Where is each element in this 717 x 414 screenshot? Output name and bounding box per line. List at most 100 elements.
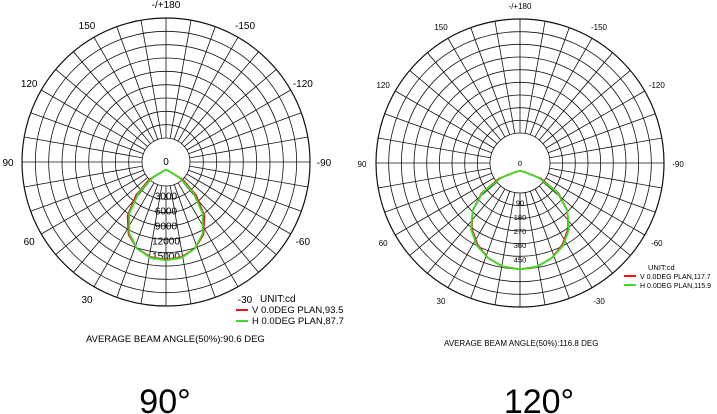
polar-chart-120: 0 90 180 270 360 450 -/+180 -150 150 -120 120 -90 90… bbox=[358, 2, 712, 414]
grid-spoke bbox=[55, 69, 148, 147]
grid-spoke bbox=[173, 26, 216, 140]
grid-spoke bbox=[188, 169, 302, 212]
grid-spoke bbox=[30, 169, 144, 212]
grid-spoke bbox=[188, 112, 302, 155]
grid-spoke bbox=[529, 191, 570, 299]
beam-angle-footer: AVERAGE BEAM ANGLE(50%):90.6 DEG bbox=[86, 334, 265, 345]
grid-spoke bbox=[524, 21, 546, 134]
angle-label: -30 bbox=[238, 295, 253, 306]
angle-label: 30 bbox=[437, 297, 446, 306]
grid-spoke bbox=[181, 51, 259, 144]
angle-label: 60 bbox=[379, 239, 388, 248]
grid-spoke bbox=[140, 20, 163, 139]
grid-spoke bbox=[186, 89, 291, 151]
radial-tick-label: 180 bbox=[514, 213, 527, 222]
legend-entry: H 0.0DEG PLAN,87.7 bbox=[252, 316, 344, 327]
radial-tick-label: 0 bbox=[518, 159, 522, 168]
grid-spoke bbox=[189, 136, 308, 159]
radial-tick-label: 6000 bbox=[155, 207, 178, 218]
grid-spoke bbox=[549, 167, 662, 189]
grid-spoke bbox=[545, 90, 645, 149]
grid-spoke bbox=[177, 182, 239, 287]
angle-label: -/+180 bbox=[152, 0, 181, 11]
radial-tick-label: 450 bbox=[514, 255, 527, 264]
grid-spoke bbox=[177, 37, 239, 142]
angle-label: 150 bbox=[434, 23, 448, 32]
radial-tick-label: 360 bbox=[514, 241, 527, 250]
unit-label: UNIT:cd bbox=[260, 294, 296, 305]
legend-entry: V 0.0DEG PLAN,93.5 bbox=[252, 305, 343, 316]
grid-spoke bbox=[538, 185, 613, 274]
series-curve-h-plane bbox=[470, 170, 570, 271]
radial-tick-label: 12000 bbox=[152, 237, 180, 248]
grid-spoke bbox=[378, 167, 491, 189]
angle-label: -30 bbox=[593, 297, 605, 306]
grid-spoke bbox=[549, 137, 662, 159]
grid-spoke bbox=[395, 177, 495, 236]
radial-tick-label: 90 bbox=[516, 199, 524, 208]
grid-spoke bbox=[447, 38, 506, 138]
angle-label: -120 bbox=[649, 81, 666, 90]
radial-tick-label: 270 bbox=[514, 227, 527, 236]
grid-spoke bbox=[384, 172, 492, 213]
angle-label: -/+180 bbox=[509, 2, 532, 11]
grid-spoke bbox=[529, 27, 570, 135]
radial-tick-label: 9000 bbox=[155, 222, 178, 233]
series-curve-h-plane bbox=[128, 169, 204, 262]
grid-spoke bbox=[548, 113, 656, 154]
grid-spoke bbox=[524, 192, 546, 305]
grid-spoke bbox=[378, 137, 491, 159]
angle-label: 150 bbox=[79, 21, 96, 32]
grid-spoke bbox=[73, 51, 151, 144]
chart-title: 120° bbox=[504, 383, 574, 414]
angle-label: 120 bbox=[376, 81, 390, 90]
grid-spoke bbox=[427, 185, 502, 274]
legend-entry: H 0.0DEG PLAN,115.9 bbox=[640, 283, 711, 290]
radial-tick-label: 3000 bbox=[155, 192, 178, 203]
grid-spoke bbox=[534, 188, 593, 288]
angle-label: 90 bbox=[358, 160, 367, 169]
grid-spoke bbox=[184, 69, 277, 147]
angle-label: -90 bbox=[317, 158, 332, 169]
grid-spoke bbox=[542, 70, 631, 145]
chart-title: 90° bbox=[139, 383, 190, 414]
grid-spoke bbox=[427, 52, 502, 141]
grid-spoke bbox=[186, 173, 291, 235]
grid-spoke bbox=[93, 182, 155, 287]
grid-spoke bbox=[173, 184, 216, 298]
angle-label: -60 bbox=[296, 237, 311, 248]
unit-label: UNIT:cd bbox=[648, 263, 675, 272]
grid-spoke bbox=[494, 21, 516, 134]
grid-spoke bbox=[548, 172, 656, 213]
grid-spoke bbox=[41, 173, 146, 235]
grid-spoke bbox=[169, 20, 192, 139]
angle-label: -60 bbox=[651, 239, 663, 248]
beam-angle-footer: AVERAGE BEAM ANGLE(50%):116.8 DEG bbox=[444, 339, 598, 348]
angle-label: -90 bbox=[672, 160, 684, 169]
grid-spoke bbox=[409, 70, 498, 145]
grid-spoke bbox=[93, 37, 155, 142]
grid-spoke bbox=[447, 188, 506, 288]
grid-spoke bbox=[24, 136, 143, 159]
grid-spoke bbox=[470, 191, 511, 299]
angle-label: 30 bbox=[81, 295, 93, 306]
angle-label: -150 bbox=[235, 21, 255, 32]
grid-spoke bbox=[538, 52, 613, 141]
grid-spoke bbox=[140, 185, 163, 304]
angle-label: -150 bbox=[591, 23, 608, 32]
grid-spoke bbox=[24, 165, 143, 188]
grid-spoke bbox=[189, 165, 308, 188]
grid-spoke bbox=[534, 38, 593, 138]
angle-label: 90 bbox=[2, 158, 14, 169]
grid-spoke bbox=[116, 26, 159, 140]
grid-spoke bbox=[494, 192, 516, 305]
angle-label: 120 bbox=[21, 79, 38, 90]
grid-spoke bbox=[169, 185, 192, 304]
legend-entry: V 0.0DEG PLAN,117.7 bbox=[640, 274, 711, 281]
grid-spoke bbox=[545, 177, 645, 236]
grid-spoke bbox=[384, 113, 492, 154]
radial-tick-label: 15000 bbox=[152, 251, 180, 262]
polar-chart-90: 0 3000 6000 9000 12000 15000 -/+180 -150 150 -120… bbox=[2, 0, 343, 414]
grid-spoke bbox=[470, 27, 511, 135]
